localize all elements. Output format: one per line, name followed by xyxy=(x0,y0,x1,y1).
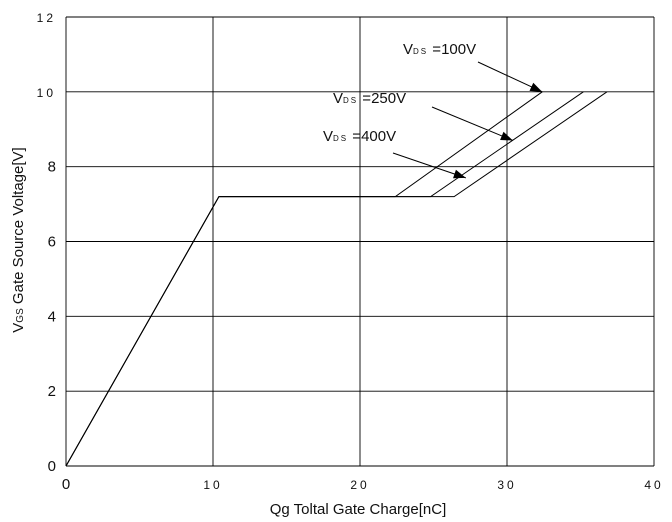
tick-labels: 0 10 20 30 40 0 2 4 6 8 10 12 xyxy=(37,11,663,493)
y-tick-label: 0 xyxy=(48,458,56,475)
y-tick-label: 2 xyxy=(48,383,56,400)
x-tick-label: 30 xyxy=(497,478,516,492)
annotation-arrowhead xyxy=(453,169,466,179)
series-line-3 xyxy=(65,91,608,467)
grid xyxy=(65,16,655,467)
series-line-2 xyxy=(65,91,584,467)
x-tick-label: 40 xyxy=(644,478,663,492)
annotation-label: VDS =250V xyxy=(333,90,406,107)
series-lines xyxy=(65,91,608,467)
annotations: VDS =100V VDS =250V VDS =400V xyxy=(323,41,543,179)
annotation-arrowhead xyxy=(500,131,513,141)
x-tick-label: 0 xyxy=(62,476,70,493)
annotation-arrowhead xyxy=(529,82,543,92)
y-tick-label: 8 xyxy=(48,159,56,176)
annotation-label: VDS =400V xyxy=(323,128,396,145)
x-tick-label: 20 xyxy=(350,478,369,492)
annotation-leader xyxy=(431,106,514,141)
y-tick-label: 4 xyxy=(48,308,56,325)
y-tick-label: 6 xyxy=(48,234,56,251)
annotation-leader xyxy=(392,152,467,179)
y-axis-title: VGS Gate Source Voltage[V] xyxy=(10,147,27,332)
y-tick-label: 12 xyxy=(37,11,56,25)
x-tick-label: 10 xyxy=(203,478,222,492)
annotation-label: VDS =100V xyxy=(403,41,476,58)
series-line-1 xyxy=(65,91,543,467)
y-tick-label: 10 xyxy=(37,86,56,100)
x-axis-title: Qg Toltal Gate Charge[nC] xyxy=(270,501,446,518)
